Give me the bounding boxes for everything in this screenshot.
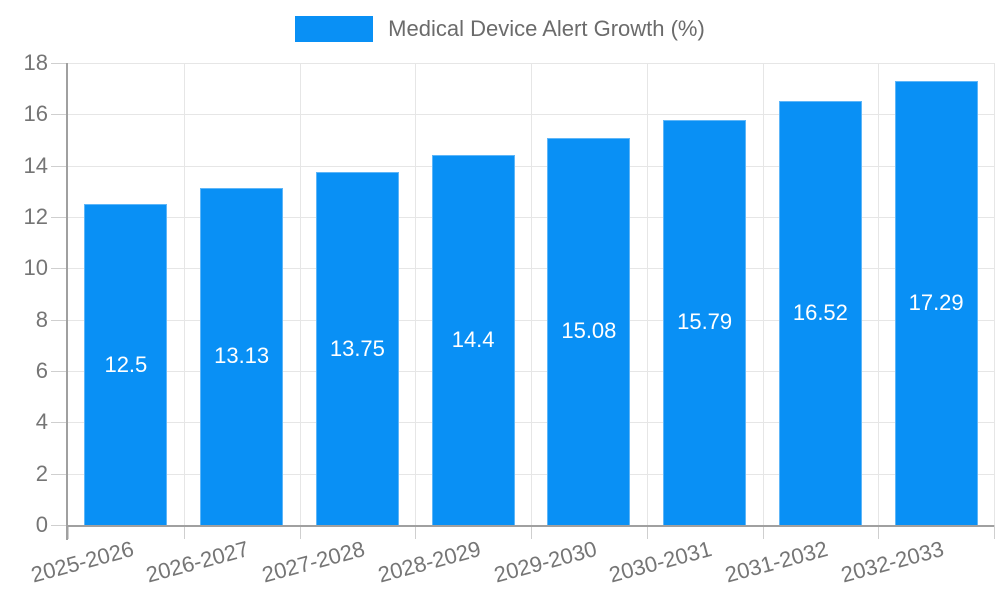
gridline-vertical (646, 63, 648, 525)
y-axis-tick (51, 525, 68, 526)
x-axis-tick (68, 525, 69, 539)
y-axis-tick (51, 473, 68, 475)
x-axis-tick (183, 525, 185, 539)
gridline-vertical (762, 63, 764, 525)
chart-legend[interactable]: Medical Device Alert Growth (%) (0, 16, 1000, 42)
y-axis-tick (51, 319, 68, 321)
x-tick-label: 2032-2033 (838, 536, 947, 588)
x-axis-tick (415, 525, 417, 539)
x-axis-tick (646, 525, 648, 539)
x-tick-label: 2031-2032 (722, 536, 831, 588)
x-axis-tick (531, 525, 532, 539)
y-tick-label: 10 (23, 255, 48, 281)
x-axis-line (66, 525, 994, 527)
x-axis-tick (994, 525, 995, 539)
y-tick-label: 18 (23, 50, 48, 75)
legend-swatch (295, 16, 374, 42)
bar-2030-2031[interactable] (663, 119, 747, 525)
y-tick-label: 4 (35, 409, 48, 435)
gridline-vertical (878, 63, 880, 525)
y-axis-tick (51, 114, 68, 116)
bar-2027-2028[interactable] (315, 172, 399, 525)
y-tick-label: 2 (35, 460, 48, 486)
x-axis-tick (299, 525, 301, 539)
y-axis-tick (51, 165, 68, 167)
bar-2029-2030[interactable] (547, 137, 631, 525)
y-tick-label: 14 (23, 152, 48, 178)
legend-label: Medical Device Alert Growth (%) (388, 16, 705, 41)
y-axis-tick (51, 371, 68, 372)
y-axis-tick (51, 63, 68, 64)
x-tick-label: 2027-2028 (259, 536, 368, 588)
gridline-vertical (994, 63, 995, 525)
y-tick-label: 8 (35, 306, 48, 332)
gridline-vertical (299, 63, 301, 525)
x-tick-label: 2029-2030 (490, 536, 600, 588)
y-tick-label: 16 (23, 101, 48, 127)
x-tick-label: 2028-2029 (375, 536, 484, 588)
bar-2032-2033[interactable] (894, 81, 978, 525)
y-tick-label: 6 (35, 358, 48, 383)
y-axis-tick (51, 422, 68, 424)
x-tick-label: 2025-2026 (27, 536, 137, 588)
y-axis-tick (51, 268, 68, 270)
bar-2026-2027[interactable] (200, 187, 284, 525)
y-tick-label: 12 (23, 204, 48, 229)
bar-2028-2029[interactable] (431, 155, 515, 525)
bar-2031-2032[interactable] (778, 100, 862, 525)
x-axis-tick (878, 525, 880, 539)
y-axis-tick (51, 217, 68, 218)
y-axis-line (66, 63, 68, 540)
gridline-vertical (415, 63, 417, 525)
gridline-vertical (183, 63, 185, 525)
x-tick-label: 2026-2027 (143, 536, 252, 588)
bar-2025-2026[interactable] (84, 204, 168, 525)
y-tick-label: 0 (35, 512, 48, 537)
x-tick-label: 2030-2031 (606, 536, 715, 588)
gridline-vertical (531, 63, 532, 525)
x-axis-tick (762, 525, 764, 539)
